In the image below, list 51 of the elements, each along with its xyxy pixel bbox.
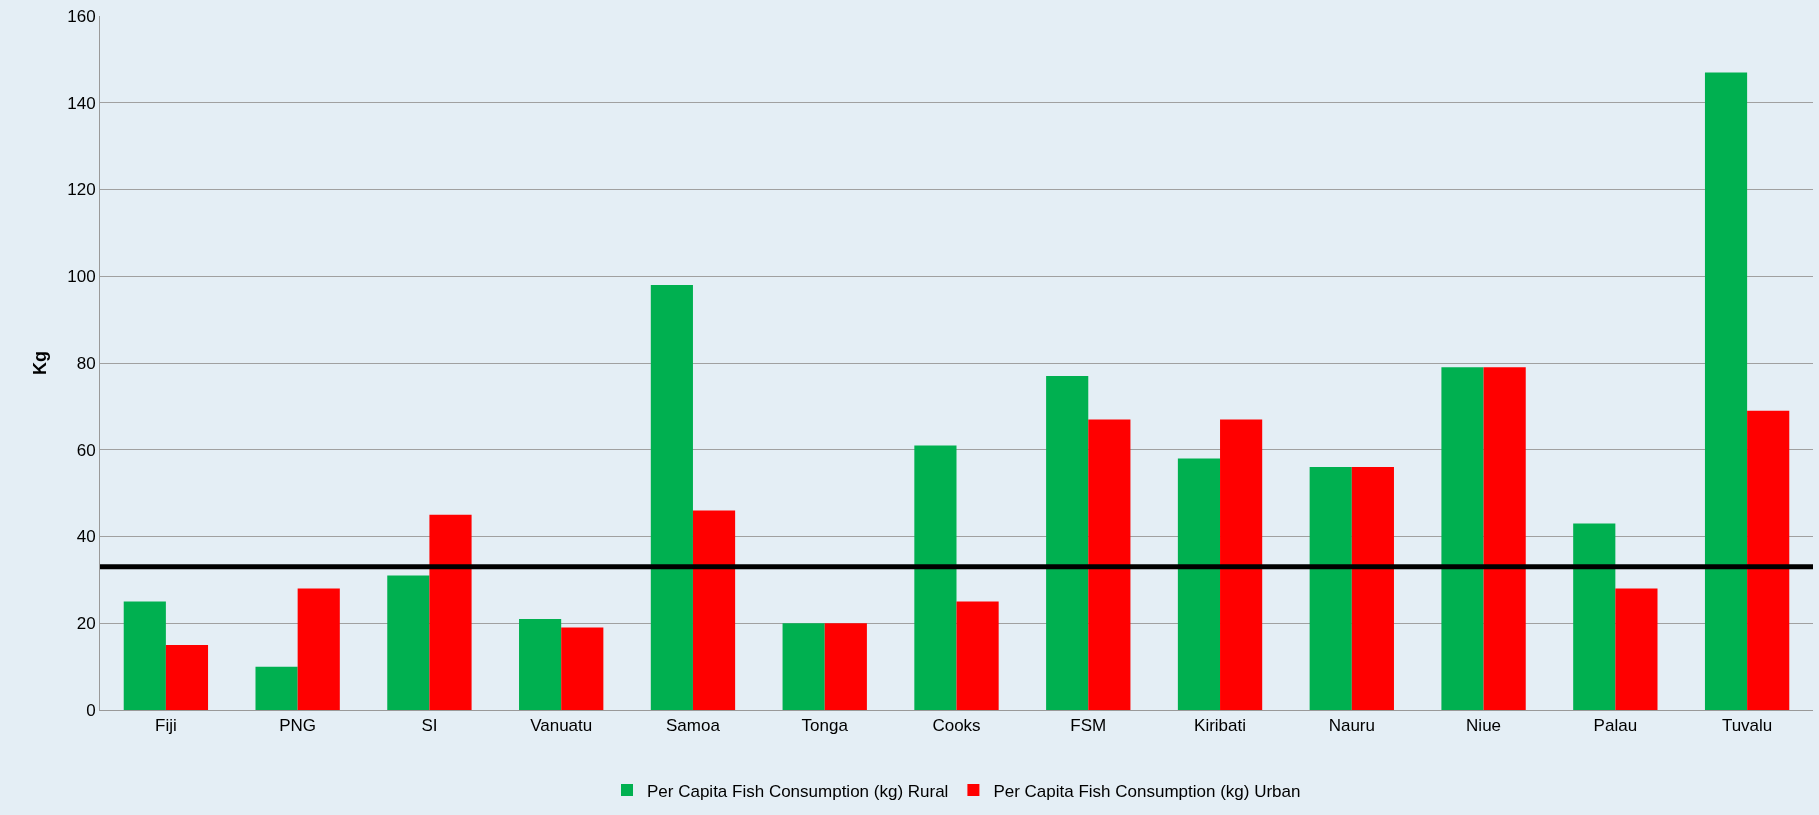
bar (1309, 467, 1352, 710)
bar (1177, 458, 1221, 710)
bar (1573, 523, 1616, 710)
bar (123, 601, 166, 710)
bar (297, 588, 340, 710)
legend-label: Per Capita Fish Consumption (kg) Rural (647, 781, 949, 801)
y-tick-label: 120 (67, 180, 96, 200)
y-tick-label: 60 (76, 440, 96, 460)
bar (387, 575, 430, 710)
bar (1351, 467, 1394, 710)
bar (1483, 367, 1526, 710)
x-tick-label: Vanuatu (530, 716, 593, 736)
bar (1088, 419, 1131, 710)
x-tick-label: FSM (1070, 716, 1107, 736)
x-tick-label: Kiribati (1194, 716, 1247, 736)
x-tick-label: Nauru (1328, 716, 1375, 736)
x-tick-label: Tuvalu (1721, 716, 1773, 736)
bar (519, 618, 562, 710)
bar (692, 510, 736, 710)
x-tick-label: PNG (279, 716, 317, 736)
bar (429, 514, 472, 710)
bar (650, 284, 693, 710)
bar (1747, 410, 1790, 710)
y-tick-label: 160 (67, 6, 96, 26)
bar (165, 644, 209, 710)
bar (824, 623, 867, 710)
bar (1704, 72, 1748, 710)
bar (914, 445, 957, 710)
bar (255, 666, 298, 710)
legend-label: Per Capita Fish Consumption (kg) Urban (993, 781, 1301, 801)
y-tick-label: 0 (86, 700, 96, 720)
y-tick-label: 40 (76, 527, 96, 547)
bar (1220, 419, 1263, 710)
x-tick-label: Tonga (801, 716, 849, 736)
x-tick-label: Niue (1466, 716, 1502, 736)
bar (1046, 376, 1089, 710)
x-tick-label: SI (421, 716, 438, 736)
bar (782, 623, 825, 710)
y-tick-label: 140 (67, 93, 96, 113)
y-tick-label: 20 (76, 614, 96, 634)
x-tick-label: Fiji (155, 716, 177, 736)
x-tick-label: Cooks (932, 716, 981, 736)
x-tick-label: Samoa (666, 716, 721, 736)
y-tick-label: 100 (67, 267, 96, 287)
bar (561, 627, 604, 710)
bar (956, 601, 999, 710)
y-tick-label: 80 (76, 353, 96, 373)
bar (1441, 367, 1484, 710)
x-tick-label: Palau (1593, 716, 1638, 736)
bar (1615, 588, 1658, 710)
y-axis-title: Kg (30, 351, 51, 375)
